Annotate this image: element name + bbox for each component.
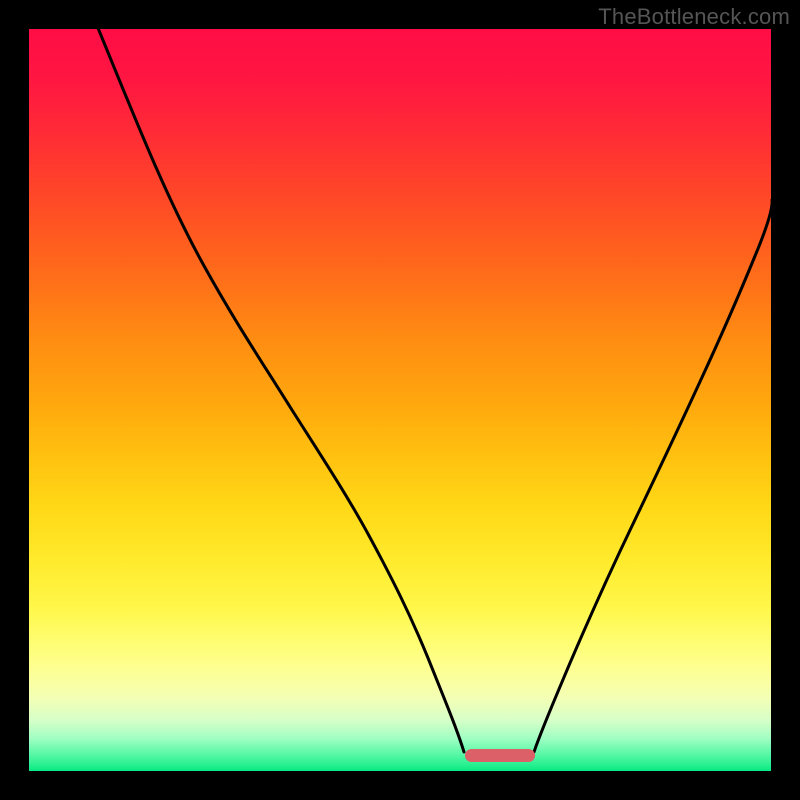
bottleneck-chart [0,0,800,800]
chart-plot-area [28,28,772,772]
minimum-marker [465,749,535,762]
watermark-text: TheBottleneck.com [598,4,790,30]
chart-container: TheBottleneck.com [0,0,800,800]
